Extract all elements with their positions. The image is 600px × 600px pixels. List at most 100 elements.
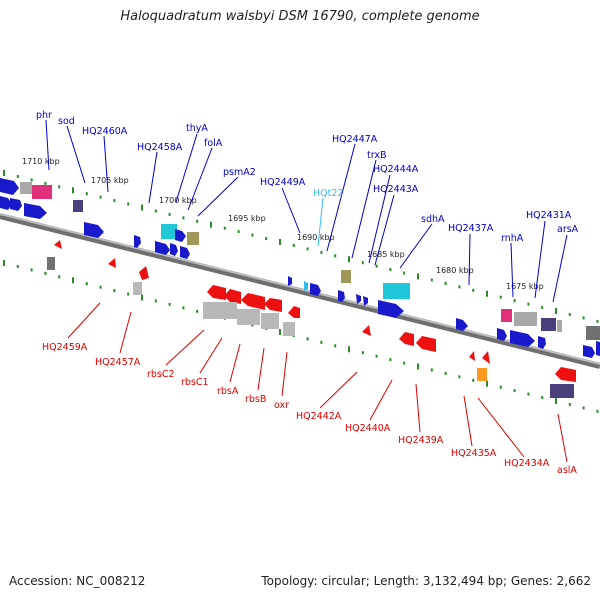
gene-label[interactable]: HQ2434A [504,458,550,469]
gene-arrow[interactable] [378,300,404,318]
gene-block[interactable] [32,185,52,199]
gene-label[interactable]: sod [58,116,75,127]
gene-arrow[interactable] [0,178,19,195]
gene-block[interactable] [514,312,537,326]
gene-label[interactable]: HQ2435A [451,448,497,459]
gene-block[interactable] [501,309,512,322]
gene-block[interactable] [187,232,199,245]
label-connectors [45,119,568,463]
forward-gene-features[interactable] [0,178,600,358]
reverse-gene-features[interactable] [47,240,576,398]
gene-block[interactable] [161,224,177,239]
gene-label[interactable]: HQ2447A [332,134,378,145]
gene-label[interactable]: rbsC2 [147,369,175,380]
gene-arrow[interactable] [207,285,226,300]
gene-label[interactable]: rnhA [501,233,524,244]
gene-arrow[interactable] [288,306,300,318]
gene-block[interactable] [477,368,487,381]
gene-arrow[interactable] [362,325,371,336]
reverse-tick-track [3,260,599,413]
gene-arrow[interactable] [416,336,436,352]
gene-label[interactable]: arsA [557,224,579,235]
gene-label[interactable]: HQ2443A [373,184,419,195]
gene-label[interactable]: thyA [186,123,208,134]
gene-block[interactable] [383,283,410,299]
gene-block[interactable] [237,309,260,325]
kbp-label: 1705 kbp [91,176,129,185]
gene-label[interactable]: HQ2460A [82,126,128,137]
gene-label[interactable]: HQ2458A [137,142,183,153]
gene-label[interactable]: HQ2457A [95,357,141,368]
gene-label[interactable]: HQ2437A [448,223,494,234]
gene-arrow[interactable] [0,196,12,210]
gene-arrow[interactable] [555,367,576,382]
genome-title: Haloquadratum walsbyi DSM 16790, complet… [120,9,480,24]
gene-arrow[interactable] [482,351,490,364]
gene-block[interactable] [283,322,295,336]
gene-label[interactable]: HQ2431A [526,210,572,221]
gene-arrow[interactable] [139,266,149,280]
gene-arrow[interactable] [596,341,600,356]
gene-arrow[interactable] [54,240,62,249]
kbp-label: 1680 kbp [436,266,474,275]
gene-arrow[interactable] [134,235,141,248]
gene-label[interactable]: phr [36,110,52,121]
accession-text: Accession: NC_008212 [9,574,146,588]
gene-arrow[interactable] [363,296,368,306]
gene-arrow[interactable] [108,258,116,268]
gene-arrow[interactable] [84,222,104,238]
gene-arrow[interactable] [356,294,361,304]
forward-gene-labels: phr sod HQ2460A HQ2458A thyA folA psmA2 … [36,110,579,244]
gene-label[interactable]: rbsB [245,394,266,405]
gene-arrow[interactable] [399,332,414,346]
gene-arrow[interactable] [583,345,595,358]
gene-label[interactable]: rbsC1 [181,377,209,388]
gene-arrow[interactable] [310,283,321,296]
gene-label[interactable]: HQt22 [313,188,343,199]
gene-label[interactable]: oxr [274,400,289,411]
gene-arrow[interactable] [510,330,535,347]
gene-block[interactable] [47,257,55,270]
gene-arrow[interactable] [224,289,241,304]
gene-arrow[interactable] [180,246,190,259]
gene-arrow[interactable] [456,318,468,331]
gene-arrow[interactable] [338,290,345,302]
gene-block[interactable] [20,182,32,194]
topology-text: Topology: circular; Length: 3,132,494 bp… [261,574,591,588]
gene-block[interactable] [557,320,562,332]
gene-label[interactable]: HQ2459A [42,342,88,353]
gene-arrow[interactable] [10,198,22,211]
gene-label[interactable]: psmA2 [223,167,256,178]
gene-arrow[interactable] [497,328,507,341]
gene-arrow[interactable] [469,351,475,361]
gene-arrow[interactable] [175,229,186,242]
trna-arrow[interactable] [304,281,308,291]
gene-label[interactable]: trxB [367,150,387,161]
gene-block[interactable] [261,313,279,329]
gene-label[interactable]: HQ2440A [345,423,391,434]
forward-tick-track [3,170,599,323]
gene-block[interactable] [541,318,556,331]
gene-arrow[interactable] [241,293,265,310]
gene-block[interactable] [341,270,351,283]
gene-label[interactable]: folA [204,138,223,149]
gene-label[interactable]: HQ2444A [373,164,419,175]
gene-block[interactable] [550,384,574,398]
gene-label[interactable]: sdhA [421,214,445,225]
gene-label[interactable]: HQ2442A [296,411,342,422]
gene-label[interactable]: HQ2449A [260,177,306,188]
gene-block[interactable] [586,326,600,340]
gene-block[interactable] [73,200,83,212]
gene-arrow[interactable] [264,298,282,312]
gene-label[interactable]: rbsA [217,386,239,397]
gene-label[interactable]: aslA [557,465,577,476]
gene-block[interactable] [133,282,142,295]
gene-arrow[interactable] [24,203,47,219]
gene-arrow[interactable] [538,336,546,349]
gene-arrow[interactable] [288,276,292,286]
gene-arrow[interactable] [155,241,170,255]
gene-label[interactable]: HQ2439A [398,435,444,446]
gene-block[interactable] [203,302,237,319]
gene-arrow[interactable] [170,243,178,256]
